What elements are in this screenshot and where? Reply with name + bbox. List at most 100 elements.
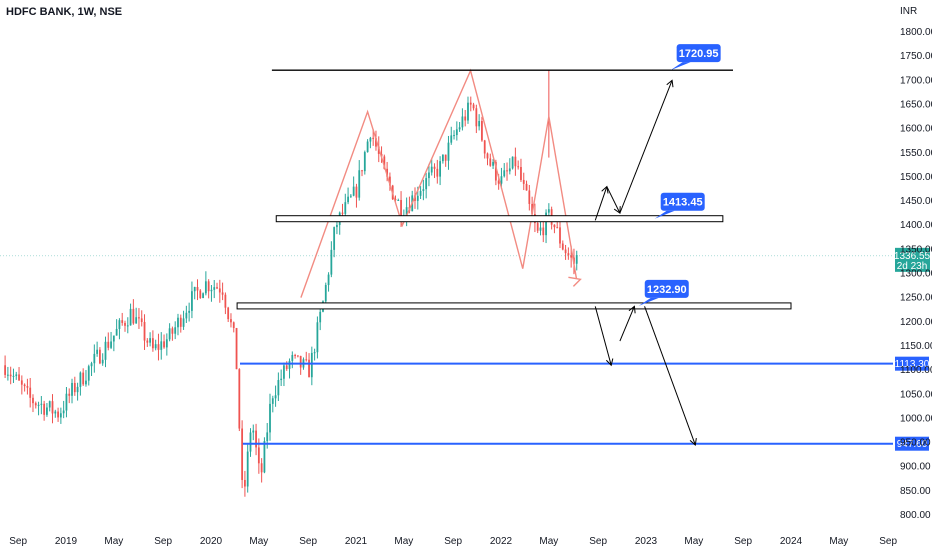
candle-body bbox=[405, 207, 408, 218]
candle-body bbox=[489, 158, 492, 166]
projection-arrows bbox=[594, 79, 697, 446]
candles bbox=[0, 69, 893, 497]
candle-body bbox=[475, 108, 478, 127]
level-callouts: 1720.95 1413.45 1232.90 1113.30 947.60 1336.5… bbox=[638, 44, 931, 451]
candle-body bbox=[6, 374, 9, 376]
candle-body bbox=[486, 153, 489, 159]
x-tick-label: Sep bbox=[879, 536, 897, 547]
last-price-value: 1336.55 bbox=[894, 251, 931, 262]
candle-body bbox=[62, 410, 65, 414]
level-price-tag bbox=[895, 356, 929, 371]
candle-body bbox=[514, 156, 517, 167]
projection-arrow bbox=[644, 306, 696, 446]
candle-body bbox=[461, 116, 464, 128]
y-tick-label: 1250.00 bbox=[900, 293, 932, 304]
candle-body bbox=[344, 202, 347, 214]
candle-body bbox=[492, 161, 494, 166]
candle-body bbox=[559, 227, 561, 244]
candle-body bbox=[199, 290, 202, 299]
candle-body bbox=[531, 203, 534, 215]
projection-arrow bbox=[619, 306, 635, 342]
x-tick-label: May bbox=[104, 536, 123, 547]
candle-body bbox=[469, 102, 472, 105]
candle-body bbox=[149, 338, 151, 343]
candle-body bbox=[425, 178, 428, 190]
candle-body bbox=[118, 320, 121, 329]
x-tick-label: Sep bbox=[9, 536, 27, 547]
candle-body bbox=[110, 341, 112, 348]
candle-body bbox=[73, 382, 76, 393]
candle-body bbox=[547, 209, 550, 213]
candle-body bbox=[174, 327, 177, 334]
candle-body bbox=[564, 249, 567, 254]
projection-arrowhead bbox=[666, 79, 674, 88]
candle-body bbox=[132, 308, 135, 324]
candle-body bbox=[79, 372, 82, 387]
candle-body bbox=[422, 189, 425, 191]
candle-body bbox=[570, 255, 573, 258]
candle-body bbox=[204, 281, 207, 294]
zigzag-pattern bbox=[300, 68, 582, 298]
candle-body bbox=[433, 166, 436, 169]
x-tick-label: Sep bbox=[299, 536, 317, 547]
candle-body bbox=[436, 168, 439, 177]
callout-box bbox=[660, 192, 705, 211]
candle-body bbox=[115, 328, 118, 336]
candle-body bbox=[269, 403, 271, 433]
candle-body bbox=[163, 341, 165, 348]
candle-body bbox=[336, 224, 338, 228]
y-tick-label: 1000.00 bbox=[900, 413, 932, 424]
level-price-tag-label: 1113.30 bbox=[895, 359, 930, 370]
candle-body bbox=[520, 167, 522, 180]
candle-body bbox=[428, 172, 430, 179]
candle-body bbox=[288, 360, 291, 369]
y-tick-label: 1500.00 bbox=[900, 172, 932, 183]
candle-body bbox=[419, 190, 422, 196]
candle-body bbox=[556, 227, 559, 229]
candle-body bbox=[447, 142, 450, 161]
x-tick-label: 2024 bbox=[780, 536, 803, 547]
candle-body bbox=[99, 349, 101, 364]
candle-body bbox=[506, 170, 508, 172]
candle-body bbox=[430, 166, 433, 173]
candle-body bbox=[101, 359, 104, 364]
candle-body bbox=[363, 152, 366, 172]
candle-body bbox=[494, 161, 497, 181]
candle-body bbox=[369, 137, 372, 142]
candle-body bbox=[542, 227, 545, 236]
projection-arrowhead bbox=[689, 437, 697, 446]
y-tick-label: 1650.00 bbox=[900, 99, 932, 110]
candle-body bbox=[213, 287, 216, 290]
candle-body bbox=[280, 378, 283, 381]
candle-body bbox=[389, 176, 391, 186]
candle-body bbox=[255, 430, 257, 448]
candle-body bbox=[230, 319, 232, 323]
candle-body bbox=[12, 375, 15, 377]
candle-body bbox=[26, 386, 29, 388]
candle-body bbox=[191, 291, 193, 311]
candle-body bbox=[93, 353, 96, 364]
candle-body bbox=[112, 335, 115, 342]
candle-body bbox=[330, 249, 333, 275]
candle-body bbox=[283, 365, 285, 379]
candle-body bbox=[193, 286, 196, 292]
candle-body bbox=[553, 224, 556, 228]
candle-body bbox=[179, 317, 182, 327]
candle-body bbox=[246, 451, 249, 487]
y-tick-label: 1200.00 bbox=[900, 317, 932, 328]
y-tick-label: 1050.00 bbox=[900, 389, 932, 400]
candle-body bbox=[171, 328, 174, 334]
level-price-tag-label: 947.60 bbox=[897, 439, 928, 450]
candle-body bbox=[4, 365, 6, 375]
candle-body bbox=[182, 318, 185, 327]
candle-body bbox=[296, 355, 299, 357]
candle-body bbox=[71, 382, 73, 396]
y-tick-label: 1600.00 bbox=[900, 124, 932, 135]
level-zone bbox=[236, 302, 792, 310]
candle-body bbox=[244, 479, 246, 487]
y-tick-label: 1150.00 bbox=[900, 341, 932, 352]
candle-body bbox=[299, 355, 302, 368]
candle-body bbox=[218, 288, 221, 293]
